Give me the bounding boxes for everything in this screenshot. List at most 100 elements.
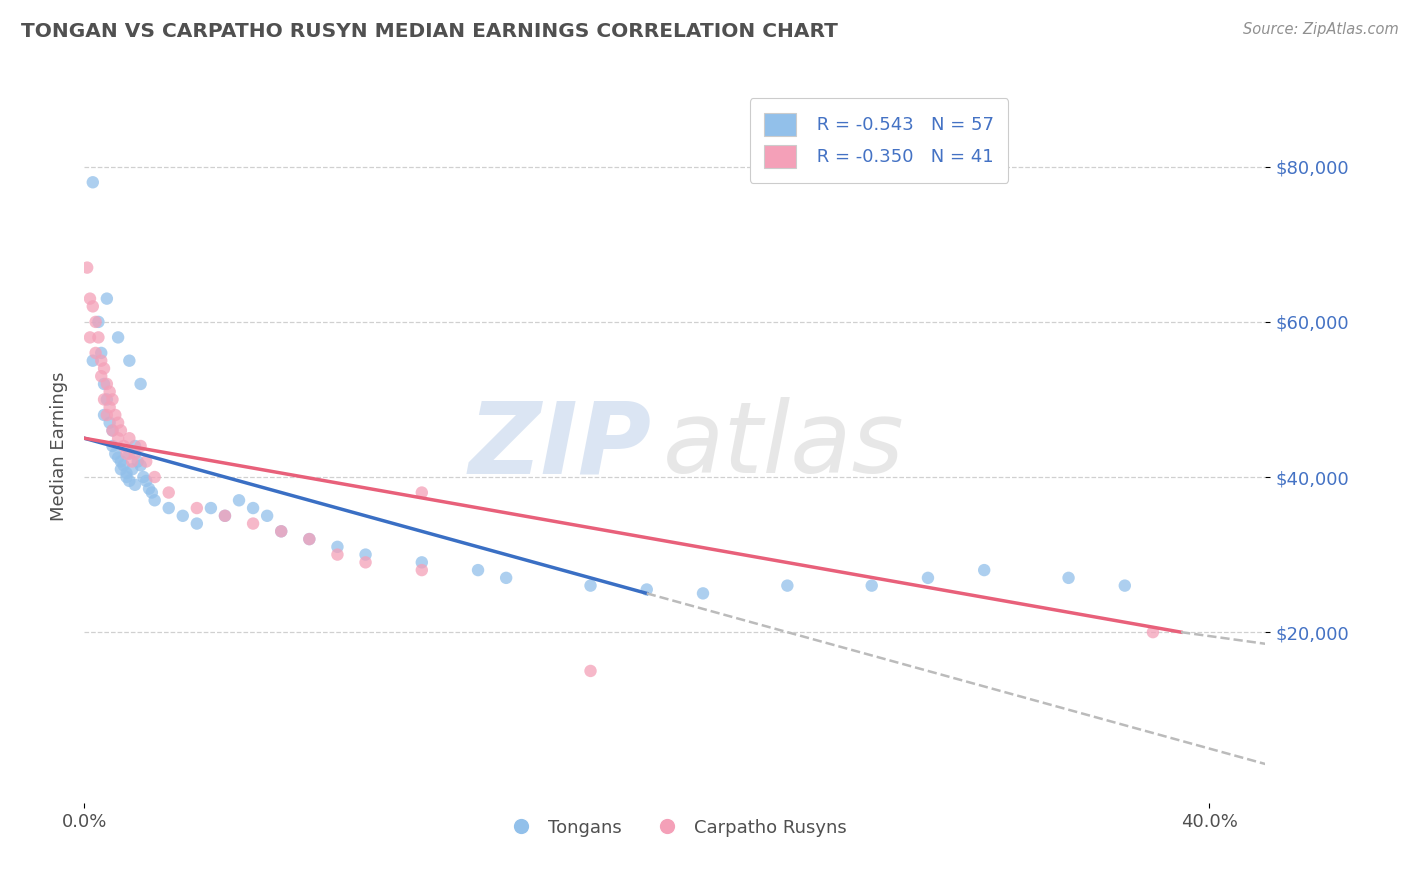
Point [692, 586, 714, 600]
Point [110, 462, 132, 476]
Point [84, 315, 107, 329]
Point [118, 447, 141, 461]
Point [90, 353, 112, 368]
Point [132, 470, 155, 484]
Point [141, 485, 163, 500]
Point [973, 563, 995, 577]
Point [200, 501, 222, 516]
Point [579, 664, 602, 678]
Point [298, 532, 321, 546]
Point [776, 579, 799, 593]
Point [157, 485, 180, 500]
Point [79, 292, 101, 306]
Point [110, 454, 132, 468]
Point [96, 392, 118, 407]
Point [101, 392, 124, 407]
Point [93, 361, 115, 376]
Point [90, 369, 112, 384]
Point [186, 516, 208, 531]
Point [270, 524, 292, 539]
Text: Source: ZipAtlas.com: Source: ZipAtlas.com [1243, 22, 1399, 37]
Point [127, 454, 149, 468]
Y-axis label: Median Earnings: Median Earnings [49, 371, 67, 521]
Legend: Tongans, Carpatho Rusyns: Tongans, Carpatho Rusyns [496, 812, 853, 844]
Point [129, 376, 152, 391]
Point [228, 493, 250, 508]
Point [298, 532, 321, 546]
Point [860, 579, 883, 593]
Point [143, 493, 166, 508]
Point [98, 384, 121, 399]
Point [1114, 579, 1136, 593]
Point [242, 516, 264, 531]
Point [129, 458, 152, 473]
Point [636, 582, 658, 597]
Point [118, 474, 141, 488]
Point [129, 439, 152, 453]
Point [79, 330, 101, 344]
Point [98, 416, 121, 430]
Point [256, 508, 278, 523]
Point [186, 501, 208, 516]
Point [107, 431, 129, 445]
Point [411, 555, 433, 569]
Point [157, 501, 180, 516]
Point [112, 458, 135, 473]
Point [121, 462, 143, 476]
Point [93, 408, 115, 422]
Point [101, 424, 124, 438]
Point [411, 563, 433, 577]
Point [411, 485, 433, 500]
Point [354, 548, 377, 562]
Text: ZIP: ZIP [468, 398, 651, 494]
Point [214, 508, 236, 523]
Point [579, 579, 602, 593]
Point [115, 466, 138, 480]
Point [90, 346, 112, 360]
Point [118, 431, 141, 445]
Point [124, 447, 146, 461]
Point [121, 454, 143, 468]
Point [98, 401, 121, 415]
Point [115, 470, 138, 484]
Point [135, 454, 157, 468]
Point [93, 376, 115, 391]
Point [84, 346, 107, 360]
Point [326, 548, 349, 562]
Point [96, 292, 118, 306]
Point [1057, 571, 1080, 585]
Point [101, 424, 124, 438]
Point [76, 260, 98, 275]
Point [270, 524, 292, 539]
Point [112, 439, 135, 453]
Point [82, 299, 104, 313]
Point [107, 450, 129, 465]
Point [96, 408, 118, 422]
Point [110, 424, 132, 438]
Point [115, 447, 138, 461]
Point [93, 392, 115, 407]
Point [82, 175, 104, 189]
Point [917, 571, 939, 585]
Point [326, 540, 349, 554]
Point [495, 571, 517, 585]
Text: atlas: atlas [664, 398, 904, 494]
Point [242, 501, 264, 516]
Point [124, 439, 146, 453]
Point [354, 555, 377, 569]
Point [101, 439, 124, 453]
Point [214, 508, 236, 523]
Point [467, 563, 489, 577]
Point [104, 447, 127, 461]
Text: TONGAN VS CARPATHO RUSYN MEDIAN EARNINGS CORRELATION CHART: TONGAN VS CARPATHO RUSYN MEDIAN EARNINGS… [21, 22, 838, 41]
Point [107, 416, 129, 430]
Point [107, 330, 129, 344]
Point [104, 408, 127, 422]
Point [135, 474, 157, 488]
Point [1142, 625, 1164, 640]
Point [87, 330, 110, 344]
Point [172, 508, 194, 523]
Point [143, 470, 166, 484]
Point [82, 353, 104, 368]
Point [96, 376, 118, 391]
